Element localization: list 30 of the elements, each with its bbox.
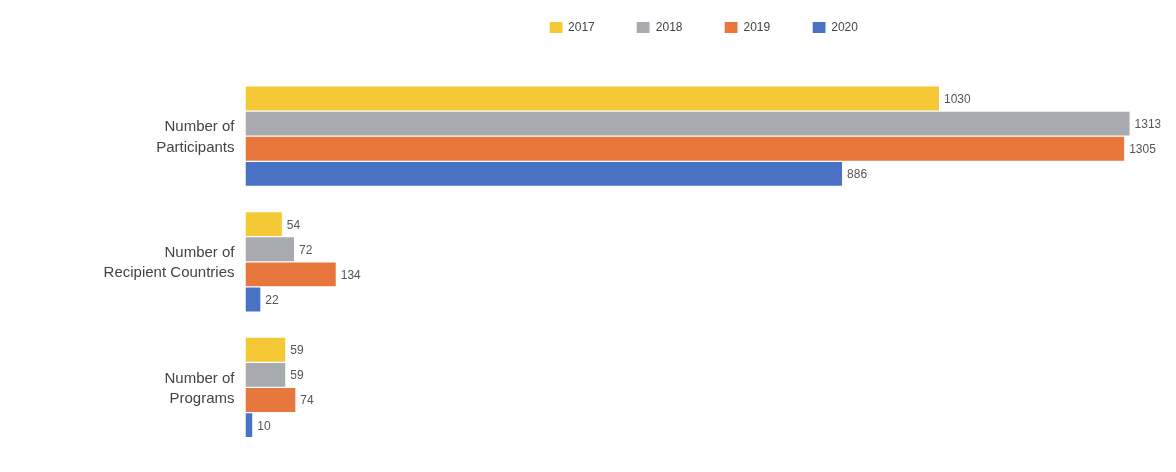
- data-label: 1313: [1134, 117, 1162, 132]
- bar: [245, 111, 1130, 136]
- data-label: 1305: [1129, 142, 1157, 157]
- data-label: 10: [257, 418, 271, 433]
- data-label: 59: [290, 368, 304, 383]
- bar: [245, 86, 940, 111]
- legend-label: 2020: [831, 20, 858, 34]
- legend-label: 2019: [743, 20, 771, 34]
- bar: [245, 337, 286, 362]
- y-tick-label: Number of Programs: [164, 368, 236, 407]
- bar: [245, 388, 296, 412]
- legend-label: 2017: [568, 20, 595, 34]
- bar: [245, 161, 843, 186]
- data-label: 54: [286, 217, 301, 232]
- bar: [245, 136, 1125, 161]
- data-label: 74: [300, 393, 314, 408]
- bar: [245, 362, 286, 387]
- data-label: 72: [298, 242, 313, 257]
- data-label: 22: [265, 292, 279, 307]
- bar: [245, 237, 294, 262]
- y-tick-label: Number of Participants: [156, 117, 236, 155]
- data-label: 59: [290, 343, 304, 358]
- bar: [245, 262, 336, 287]
- legend-label: 2018: [655, 20, 683, 34]
- y-tick-label: Number of Recipient Countries: [103, 243, 236, 281]
- data-label: 134: [340, 267, 362, 282]
- bar: [245, 287, 261, 312]
- data-label: 1030: [944, 91, 972, 106]
- data-label: 886: [847, 167, 868, 182]
- bar: [245, 212, 282, 237]
